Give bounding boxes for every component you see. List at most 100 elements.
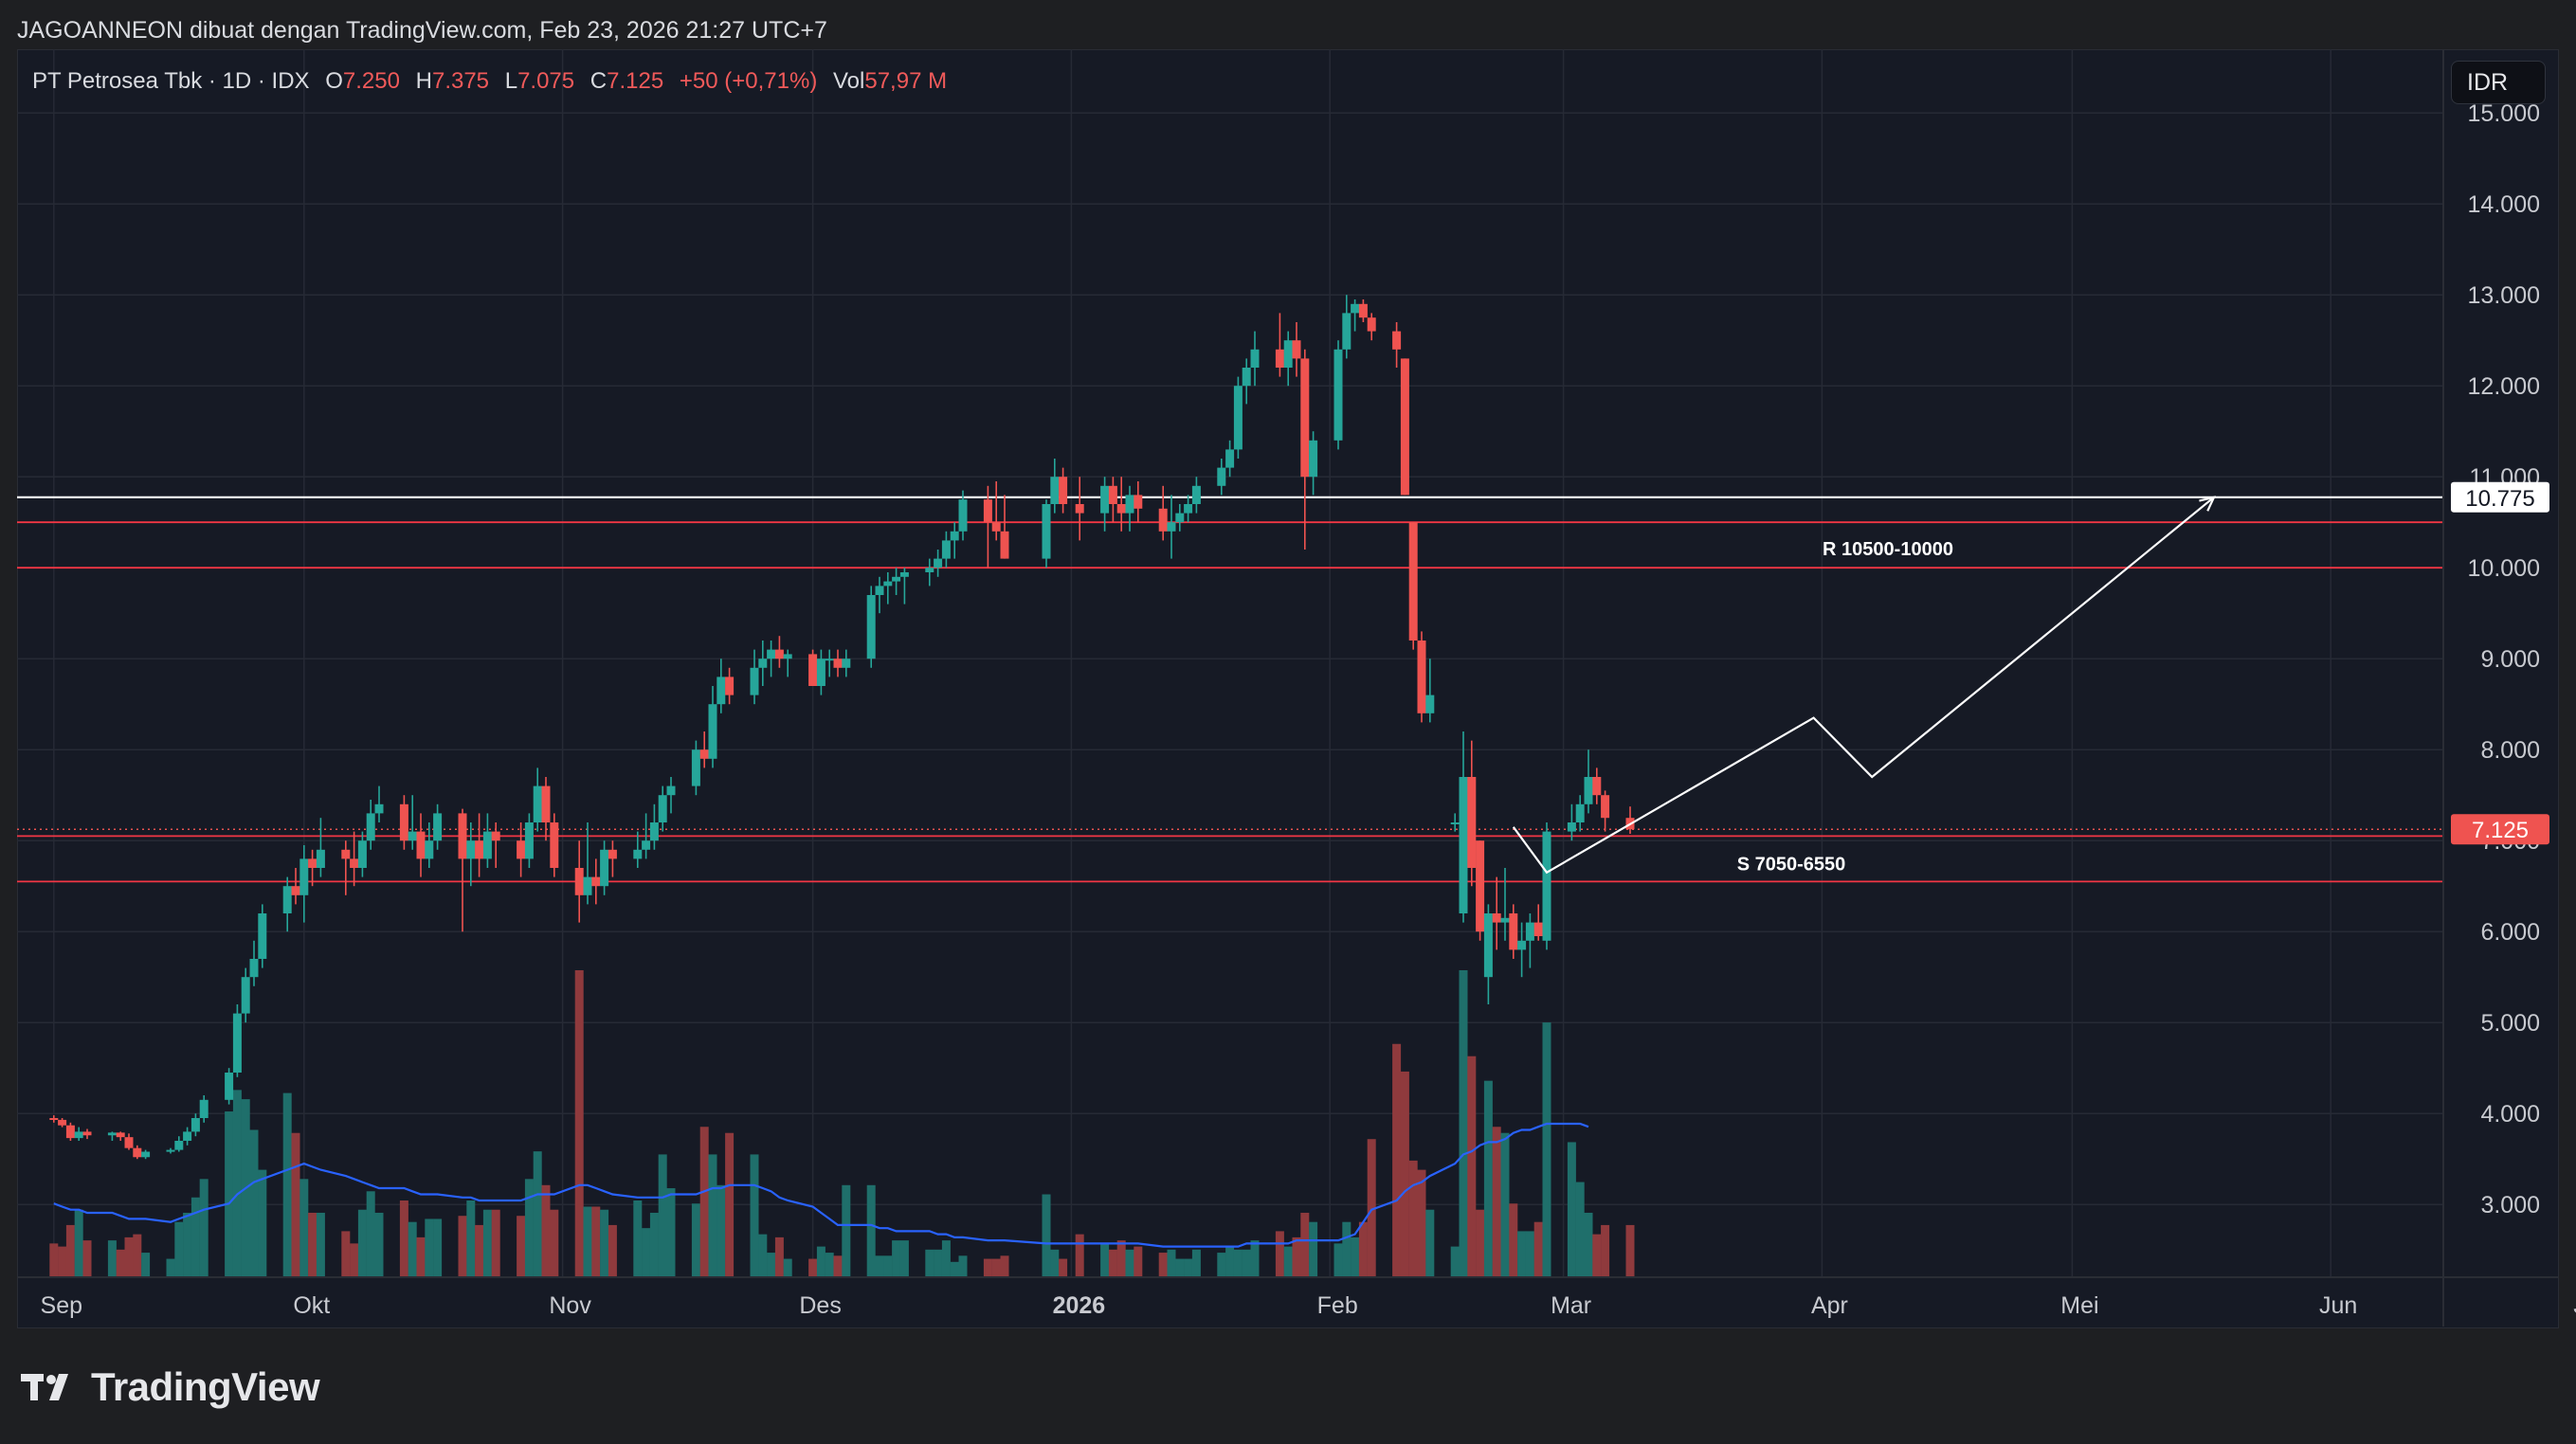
candlestick[interactable] [1300,349,1310,550]
candlestick[interactable] [232,1004,242,1077]
candlestick[interactable] [291,868,300,905]
candlestick[interactable] [699,731,709,768]
candlestick[interactable] [608,840,617,877]
candlestick[interactable] [1100,477,1110,532]
candlestick[interactable] [649,803,659,850]
candlestick[interactable] [958,490,968,541]
candlestick[interactable] [866,586,876,668]
candlestick[interactable] [1542,822,1551,950]
candlestick[interactable] [708,686,717,768]
candlestick[interactable] [1059,467,1068,514]
candlestick[interactable] [1283,331,1293,387]
candlestick[interactable] [983,485,992,569]
candlesticks[interactable] [49,295,1635,1160]
candlestick[interactable] [374,785,384,822]
candlestick[interactable] [1108,477,1117,523]
candlestick[interactable] [1158,485,1168,541]
candlestick[interactable] [574,840,584,923]
candlestick[interactable] [1233,376,1243,459]
candlestick[interactable] [1517,922,1527,978]
candlestick[interactable] [458,808,467,932]
candlestick[interactable] [1342,295,1351,359]
candlestick[interactable] [282,876,292,932]
candlestick[interactable] [174,1136,184,1152]
candlestick[interactable] [166,1147,175,1154]
candlestick[interactable] [1242,358,1251,405]
candlestick[interactable] [899,568,909,605]
candlestick[interactable] [517,822,526,877]
candlestick[interactable] [1450,813,1460,832]
candlestick[interactable] [658,785,667,832]
projection-line[interactable] [1512,496,2215,875]
candlestick[interactable] [1483,904,1493,1004]
candlestick[interactable] [950,522,959,559]
candlestick[interactable] [425,822,434,868]
candlestick[interactable] [925,558,934,587]
candlestick[interactable] [1476,840,1485,941]
candlestick[interactable] [58,1118,67,1128]
candlestick[interactable] [116,1131,125,1141]
candlestick[interactable] [249,940,259,986]
candlestick[interactable] [691,740,700,796]
candlestick[interactable] [642,813,651,859]
candlestick[interactable] [1392,322,1402,368]
candlestick[interactable] [991,481,1001,541]
candlestick[interactable] [1367,313,1376,341]
candlestick[interactable] [241,967,250,1023]
candlestick[interactable] [758,641,768,686]
candlestick[interactable] [1592,767,1602,804]
candlestick[interactable] [883,572,893,605]
candlestick[interactable] [1184,495,1193,523]
candlestick[interactable] [1533,904,1543,941]
candlestick[interactable] [299,845,309,923]
candlestick[interactable] [1509,904,1518,959]
chart-panel[interactable] [17,49,2559,1328]
candlestick[interactable] [475,813,484,877]
candlestick[interactable] [1309,431,1318,496]
candlestick[interactable] [1116,477,1126,532]
candlestick[interactable] [133,1145,142,1160]
candlestick[interactable] [416,813,426,877]
tradingview-logo[interactable]: TradingView [21,1359,320,1416]
candlestick[interactable] [767,641,776,677]
candlestick[interactable] [666,777,676,814]
candlestick[interactable] [1050,459,1060,514]
candlestick[interactable] [190,1113,200,1137]
candlestick[interactable] [808,649,818,686]
candlestick[interactable] [1575,795,1585,832]
candlestick[interactable] [783,649,792,677]
candlestick[interactable] [875,576,884,614]
candlestick[interactable] [341,840,351,895]
candlestick[interactable] [1492,876,1501,950]
candlestick[interactable] [357,831,367,877]
candlestick[interactable] [1467,740,1477,887]
candlestick[interactable] [1225,440,1235,478]
candlestick[interactable] [491,822,500,868]
candlestick[interactable] [600,840,609,895]
candlestick[interactable] [1333,340,1343,450]
candlestick[interactable] [1425,659,1435,723]
candlestick[interactable] [1408,522,1418,650]
candlestick[interactable] [225,1068,234,1105]
candlestick[interactable] [1584,749,1593,814]
candlestick[interactable] [82,1128,92,1140]
candlestick[interactable] [1175,504,1185,532]
candlestick[interactable] [1000,495,1009,559]
candlestick[interactable] [725,667,735,705]
candlestick[interactable] [842,649,851,677]
candlestick[interactable] [316,818,325,877]
candlestick[interactable] [833,649,843,677]
candlestick[interactable] [1125,485,1134,532]
candlestick[interactable] [408,795,417,850]
candlestick[interactable] [524,813,534,868]
candlestick[interactable] [1250,331,1260,387]
candlestick[interactable] [1525,913,1534,968]
candlestick[interactable] [1417,631,1426,723]
candlestick[interactable] [550,813,559,877]
candlestick[interactable] [1134,481,1143,523]
candlestick[interactable] [183,1127,192,1146]
candlestick[interactable] [1075,477,1084,541]
candlestick[interactable] [941,531,951,569]
candlestick[interactable] [350,831,359,887]
candlestick[interactable] [774,636,784,668]
